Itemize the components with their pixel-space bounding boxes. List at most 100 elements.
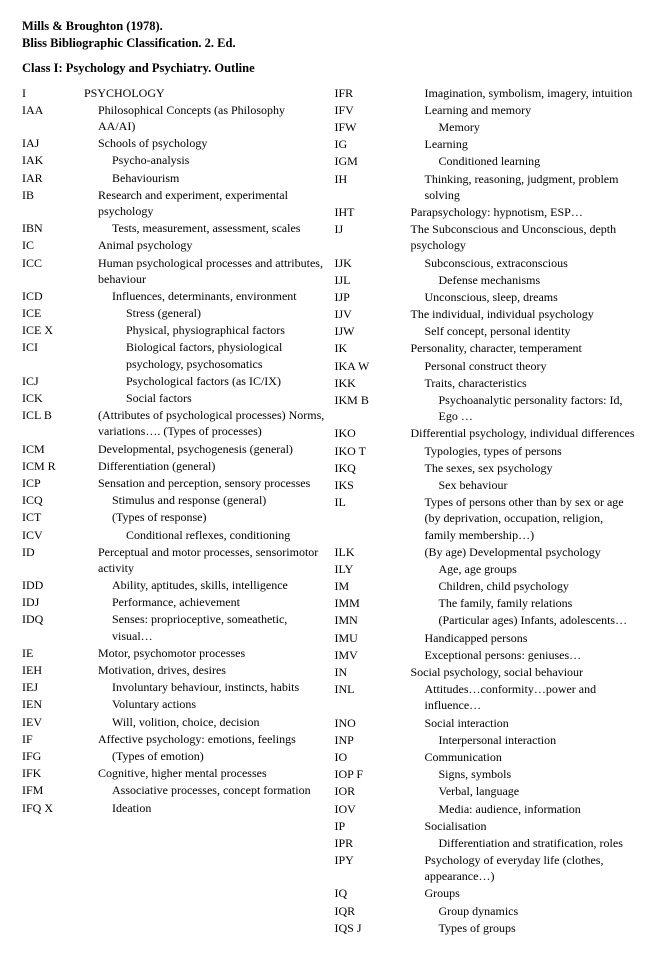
class-description: Psychological factors (as IC/IX) xyxy=(84,373,325,389)
header-line-2: Bliss Bibliographic Classification. 2. E… xyxy=(22,35,637,52)
class-code: IEN xyxy=(22,696,84,712)
class-description: Ideation xyxy=(84,800,325,816)
class-code: IJL xyxy=(335,272,397,288)
class-code: IC xyxy=(22,237,84,253)
classification-row: IDDAbility, aptitudes, skills, intellige… xyxy=(22,577,325,593)
classification-row: IFMAssociative processes, concept format… xyxy=(22,782,325,798)
class-code: ICM R xyxy=(22,458,84,474)
classification-row: IOVMedia: audience, information xyxy=(335,801,638,817)
class-code: IKM B xyxy=(335,392,397,408)
class-code: IFM xyxy=(22,782,84,798)
class-code: INO xyxy=(335,715,397,731)
class-description: Animal psychology xyxy=(84,237,325,253)
classification-row: IPSocialisation xyxy=(335,818,638,834)
class-code: IMU xyxy=(335,630,397,646)
classification-row: IORVerbal, language xyxy=(335,783,638,799)
class-description: Schools of psychology xyxy=(84,135,325,151)
class-description: Communication xyxy=(397,749,638,765)
classification-row: ICMDevelopmental, psychogenesis (general… xyxy=(22,441,325,457)
classification-row: IJLDefense mechanisms xyxy=(335,272,638,288)
class-description: Differentiation (general) xyxy=(84,458,325,474)
classification-row: INPInterpersonal interaction xyxy=(335,732,638,748)
class-description: The individual, individual psychology xyxy=(397,306,638,322)
class-description: Sensation and perception, sensory proces… xyxy=(84,475,325,491)
class-code: IMV xyxy=(335,647,397,663)
classification-row: IBNTests, measurement, assessment, scale… xyxy=(22,220,325,236)
classification-row: ILTypes of persons other than by sex or … xyxy=(335,494,638,543)
class-code: IMN xyxy=(335,612,397,628)
class-code: IL xyxy=(335,494,397,510)
class-code: ICE xyxy=(22,305,84,321)
classification-row: IKQThe sexes, sex psychology xyxy=(335,460,638,476)
classification-row: IDQSenses: proprioceptive, someathetic, … xyxy=(22,611,325,643)
class-code: IJ xyxy=(335,221,397,237)
class-description: Personality, character, temperament xyxy=(397,340,638,356)
class-description: Types of groups xyxy=(397,920,638,936)
class-code: ICV xyxy=(22,527,84,543)
classification-row: ILK(By age) Developmental psychology xyxy=(335,544,638,560)
class-code: IDQ xyxy=(22,611,84,627)
class-code: IJW xyxy=(335,323,397,339)
class-code: IFK xyxy=(22,765,84,781)
class-code: IAJ xyxy=(22,135,84,151)
class-description: Research and experiment, experimental ps… xyxy=(84,187,325,219)
class-description: Socialisation xyxy=(397,818,638,834)
class-code: INL xyxy=(335,681,397,697)
class-description: Involuntary behaviour, instincts, habits xyxy=(84,679,325,695)
class-description: Influences, determinants, environment xyxy=(84,288,325,304)
classification-row: IMUHandicapped persons xyxy=(335,630,638,646)
classification-row: IJVThe individual, individual psychology xyxy=(335,306,638,322)
class-description: The family, family relations xyxy=(397,595,638,611)
class-code: ICD xyxy=(22,288,84,304)
classification-row: IJThe Subconscious and Unconscious, dept… xyxy=(335,221,638,253)
class-code: IFR xyxy=(335,85,397,101)
classification-row: IAKPsycho-analysis xyxy=(22,152,325,168)
classification-row: IDJPerformance, achievement xyxy=(22,594,325,610)
classification-row: ICEStress (general) xyxy=(22,305,325,321)
class-code: IBN xyxy=(22,220,84,236)
class-description: Differentiation and stratification, role… xyxy=(397,835,638,851)
class-description: Social interaction xyxy=(397,715,638,731)
class-description: The sexes, sex psychology xyxy=(397,460,638,476)
classification-row: ICQStimulus and response (general) xyxy=(22,492,325,508)
class-description: PSYCHOLOGY xyxy=(84,85,325,101)
classification-row: IKSSex behaviour xyxy=(335,477,638,493)
classification-row: ILYAge, age groups xyxy=(335,561,638,577)
classification-row: IMMThe family, family relations xyxy=(335,595,638,611)
class-description: Perceptual and motor processes, sensorim… xyxy=(84,544,325,576)
class-code: IKS xyxy=(335,477,397,493)
class-code: ICL B xyxy=(22,407,84,423)
classification-row: IFQ XIdeation xyxy=(22,800,325,816)
class-code: IKO T xyxy=(335,443,397,459)
classification-row: ICE XPhysical, physiographical factors xyxy=(22,322,325,338)
class-code: IDJ xyxy=(22,594,84,610)
class-description: Media: audience, information xyxy=(397,801,638,817)
class-description: Psychology of everyday life (clothes, ap… xyxy=(397,852,638,884)
class-description: Verbal, language xyxy=(397,783,638,799)
class-code: IMM xyxy=(335,595,397,611)
classification-row: INSocial psychology, social behaviour xyxy=(335,664,638,680)
class-code: IF xyxy=(22,731,84,747)
class-code: IFW xyxy=(335,119,397,135)
classification-row: IMVExceptional persons: geniuses… xyxy=(335,647,638,663)
class-description: Differential psychology, individual diff… xyxy=(397,425,638,441)
classification-row: IENVoluntary actions xyxy=(22,696,325,712)
class-code: IO xyxy=(335,749,397,765)
classification-row: IKKTraits, characteristics xyxy=(335,375,638,391)
left-column: IPSYCHOLOGYIAAPhilosophical Concepts (as… xyxy=(22,85,325,937)
class-description: Handicapped persons xyxy=(397,630,638,646)
classification-row: IHThinking, reasoning, judgment, problem… xyxy=(335,171,638,203)
class-description: Age, age groups xyxy=(397,561,638,577)
class-description: Children, child psychology xyxy=(397,578,638,594)
class-code: IKA W xyxy=(335,358,397,374)
class-code: IH xyxy=(335,171,397,187)
classification-row: IKODifferential psychology, individual d… xyxy=(335,425,638,441)
classification-row: IOP FSigns, symbols xyxy=(335,766,638,782)
class-code: IEJ xyxy=(22,679,84,695)
classification-row: IGMConditioned learning xyxy=(335,153,638,169)
class-code: IP xyxy=(335,818,397,834)
classification-row: ICIBiological factors, physiological psy… xyxy=(22,339,325,371)
class-description: Group dynamics xyxy=(397,903,638,919)
class-code: I xyxy=(22,85,84,101)
class-description: Typologies, types of persons xyxy=(397,443,638,459)
